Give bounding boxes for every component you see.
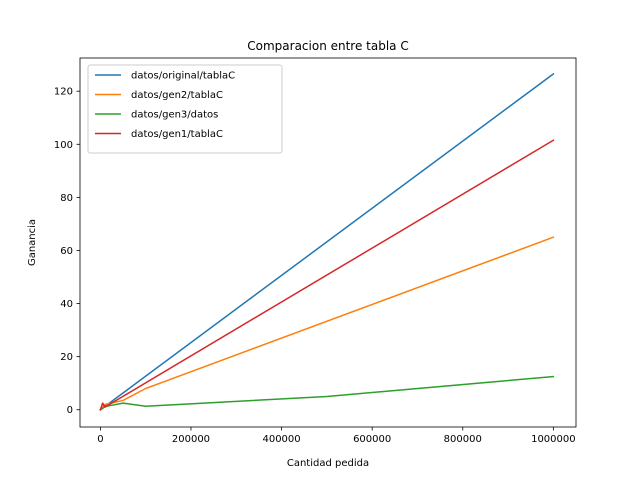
series-line-0 xyxy=(99,72,555,411)
y-tick-label-3: 60 xyxy=(60,246,73,257)
x-tick-label-3: 600000 xyxy=(353,434,391,445)
legend: datos/original/tablaC datos/gen2/tablaC da… xyxy=(87,64,283,154)
y-tick-label-0: 0 xyxy=(67,405,73,416)
legend-label-0: datos/original/tablaC xyxy=(131,71,235,82)
x-tick-label-1: 200000 xyxy=(172,434,210,445)
y-axis-label: Ganancia xyxy=(27,219,38,266)
legend-label-2: datos/gen3/datos xyxy=(131,110,218,121)
series-layer xyxy=(99,72,555,411)
x-tick-label-2: 400000 xyxy=(262,434,300,445)
series-line-3 xyxy=(99,139,555,411)
chart-title: Comparacion entre tabla C xyxy=(247,39,408,53)
y-tick-label-1: 20 xyxy=(60,352,73,363)
y-tick-label-5: 100 xyxy=(54,140,73,151)
x-tick-label-0: 0 xyxy=(97,434,103,445)
x-tick-label-4: 800000 xyxy=(444,434,482,445)
legend-label-1: datos/gen2/tablaC xyxy=(131,90,223,101)
legend-box xyxy=(87,64,283,154)
series-line-2 xyxy=(99,375,555,411)
x-tick-label-5: 1000000 xyxy=(531,434,576,445)
legend-label-3: datos/gen1/tablaC xyxy=(131,129,223,140)
x-axis-label: Cantidad pedida xyxy=(287,458,369,469)
y-tick-label-2: 40 xyxy=(60,299,73,310)
plot-frame xyxy=(79,57,577,428)
y-tick-label-6: 120 xyxy=(54,87,73,98)
y-tick-label-4: 80 xyxy=(60,193,73,204)
y-ticks: 0 20 40 60 80 100 120 xyxy=(54,87,80,416)
x-ticks: 0 200000 400000 600000 800000 1000000 xyxy=(97,427,576,445)
